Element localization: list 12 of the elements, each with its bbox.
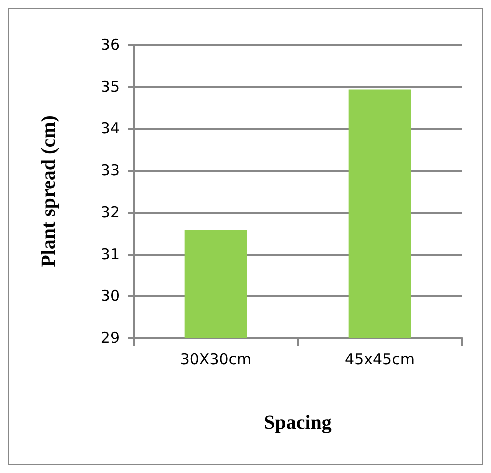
y-tick-label: 33 xyxy=(100,162,120,180)
y-tick-label: 35 xyxy=(100,78,120,96)
y-tick-label: 29 xyxy=(100,329,120,347)
y-tick-label: 36 xyxy=(100,36,120,54)
y-tick-label: 32 xyxy=(100,203,120,222)
x-tick-label: 45x45cm xyxy=(345,350,415,368)
y-tick-label: 31 xyxy=(100,245,120,264)
y-tick-label: 34 xyxy=(100,120,120,138)
y-axis-title: Plant spread (cm) xyxy=(38,116,60,268)
x-tick-label: 30X30cm xyxy=(180,350,252,368)
y-tick-label: 30 xyxy=(100,287,120,306)
x-axis-title: Spacing xyxy=(264,412,332,434)
